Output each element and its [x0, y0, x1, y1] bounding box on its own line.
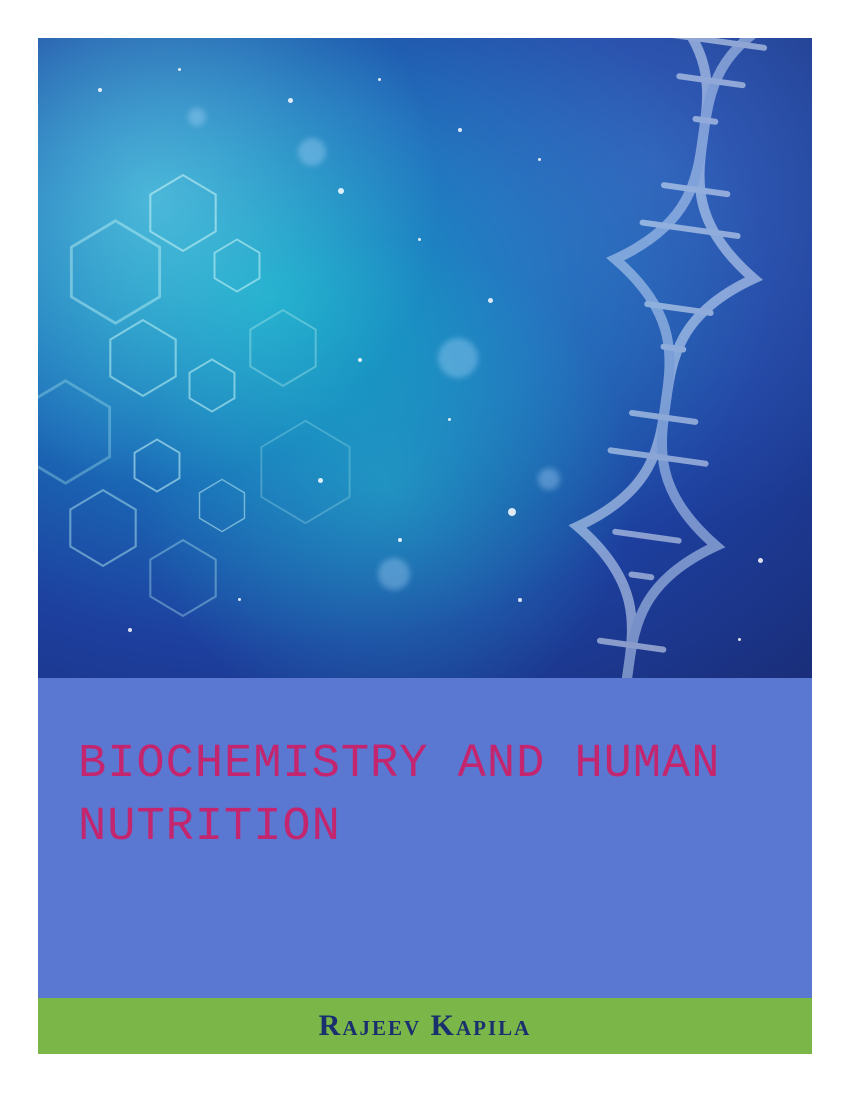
particle-icon [398, 538, 402, 542]
particle-icon [178, 68, 181, 71]
molecule-hex-icon [188, 358, 236, 413]
particle-icon [518, 598, 522, 602]
book-title: BIOCHEMISTRY AND HUMAN NUTRITION [78, 733, 772, 860]
particle-icon [338, 188, 344, 194]
bokeh-icon [188, 108, 206, 126]
molecule-hex-icon [133, 438, 181, 493]
molecule-hex-icon [68, 488, 138, 568]
particle-icon [358, 358, 362, 362]
particle-icon [508, 508, 516, 516]
bokeh-icon [378, 558, 410, 590]
bokeh-icon [298, 138, 326, 166]
molecule-hex-icon [38, 378, 113, 486]
particle-icon [488, 298, 493, 303]
molecule-hex-icon [213, 238, 261, 293]
particle-icon [128, 628, 132, 632]
molecule-hex-icon [198, 478, 246, 533]
molecule-hex-icon [148, 538, 218, 618]
particle-icon [758, 558, 763, 563]
bokeh-icon [538, 468, 560, 490]
particle-icon [538, 158, 541, 161]
dna-helix-icon [513, 38, 812, 678]
particle-icon [418, 238, 421, 241]
particle-icon [378, 78, 381, 81]
bokeh-icon [438, 338, 478, 378]
particle-icon [738, 638, 741, 641]
book-cover: BIOCHEMISTRY AND HUMAN NUTRITION Rajeev … [38, 38, 812, 1062]
particle-icon [318, 478, 323, 483]
particle-icon [288, 98, 293, 103]
title-block: BIOCHEMISTRY AND HUMAN NUTRITION [38, 678, 812, 998]
hero-image [38, 38, 812, 678]
molecule-hex-icon [148, 173, 218, 253]
molecule-hex-icon [248, 308, 318, 388]
molecule-hex-icon [108, 318, 178, 398]
particle-icon [458, 128, 462, 132]
particle-icon [98, 88, 102, 92]
particle-icon [448, 418, 451, 421]
author-bar: Rajeev Kapila [38, 998, 812, 1054]
particle-icon [238, 598, 241, 601]
author-name: Rajeev Kapila [319, 1009, 532, 1043]
molecule-hex-icon [258, 418, 353, 526]
